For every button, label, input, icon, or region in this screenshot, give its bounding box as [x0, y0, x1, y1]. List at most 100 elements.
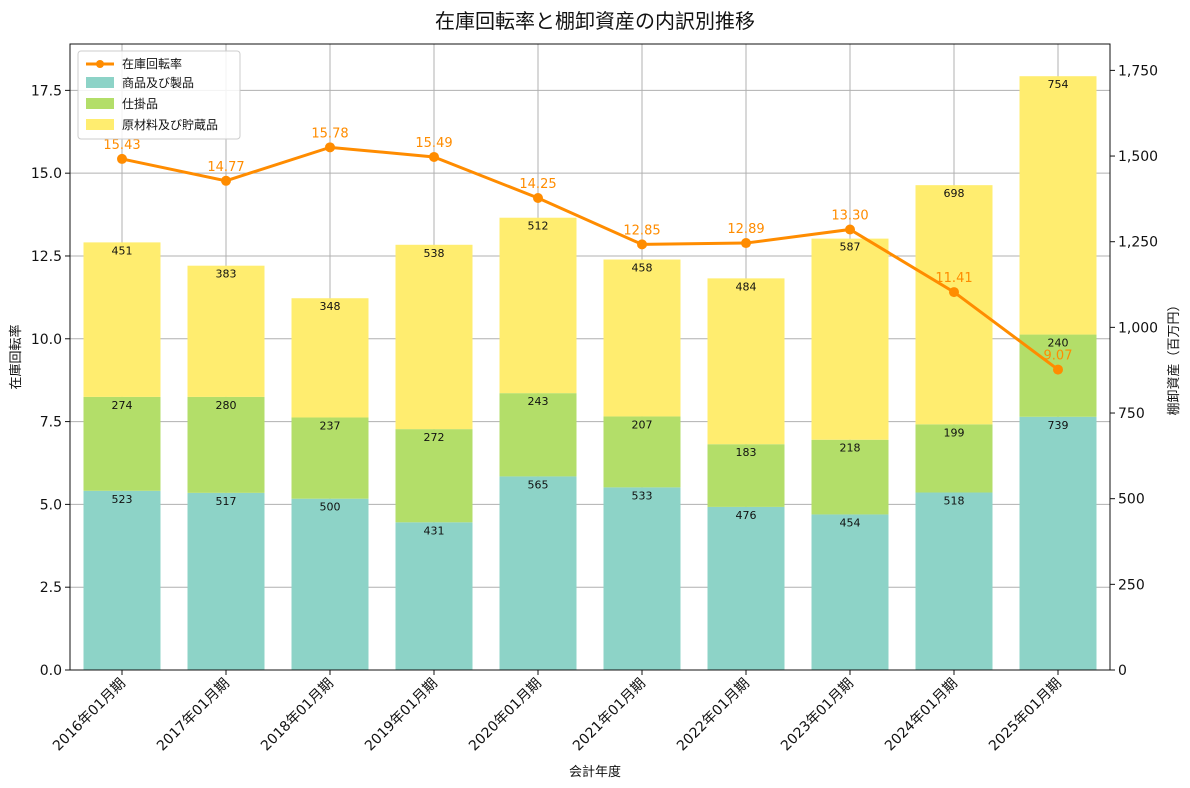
x-tick-label: 2018年01月期: [258, 676, 337, 755]
x-tick-label: 2016年01月期: [50, 676, 129, 755]
bar-value-label: 243: [528, 395, 549, 408]
left-tick-label: 7.5: [40, 415, 62, 431]
bar-value-label: 183: [736, 446, 757, 459]
bar-3: [499, 217, 577, 394]
bars: [83, 76, 1097, 670]
bar-value-label: 280: [216, 399, 237, 412]
legend-swatch: [86, 77, 114, 88]
turnover-value-label: 9.07: [1044, 349, 1073, 364]
legend-label: 商品及び製品: [122, 75, 194, 90]
right-tick-label: 1,000: [1118, 320, 1158, 336]
bar-value-label: 517: [216, 495, 237, 508]
bar-value-label: 218: [840, 442, 861, 455]
turnover-point: [1053, 364, 1063, 375]
right-tick-label: 1,250: [1118, 235, 1158, 251]
turnover-value-label: 14.25: [519, 177, 556, 192]
bar-2: [291, 417, 369, 499]
bar-value-label: 207: [632, 418, 653, 431]
bar-1: [1019, 416, 1097, 670]
turnover-point: [325, 142, 335, 153]
bar-2: [707, 444, 785, 507]
bar-value-label: 476: [736, 509, 757, 522]
bar-value-label: 431: [424, 524, 445, 537]
turnover-point: [533, 193, 543, 204]
right-tick-label: 1,750: [1118, 63, 1158, 79]
turnover-point: [845, 224, 855, 235]
bar-2: [603, 416, 681, 488]
bar-value-label: 274: [112, 399, 133, 412]
left-tick-label: 17.5: [31, 83, 62, 99]
legend-line-marker: [96, 60, 104, 68]
y-axis-right-label: 棚卸資産（百万円）: [1166, 298, 1182, 415]
right-tick-label: 1,500: [1118, 149, 1158, 165]
turnover-value-label: 12.89: [727, 222, 764, 237]
bar-value-label: 533: [632, 489, 653, 502]
left-tick-label: 12.5: [31, 249, 62, 265]
right-tick-label: 0: [1118, 663, 1127, 679]
turnover-value-label: 15.49: [415, 136, 452, 151]
turnover-line: [121, 145, 1059, 371]
right-tick-label: 250: [1118, 577, 1145, 593]
turnover-value-label: 13.30: [831, 208, 868, 223]
turnover-value-label: 15.43: [103, 138, 140, 153]
bar-value-label: 237: [320, 419, 341, 432]
bar-1: [291, 498, 369, 670]
bar-value-label: 454: [840, 516, 861, 529]
turnover-line-layer: 15.43 14.77 15.78 15.49 14.25 12.85 12.89 13.30…: [103, 126, 1073, 375]
bar-2: [499, 393, 577, 477]
left-tick-label: 10.0: [31, 332, 62, 348]
bar-value-label: 383: [216, 268, 237, 281]
left-tick-label: 2.5: [40, 580, 62, 596]
turnover-value-label: 15.78: [311, 126, 348, 141]
bar-value-label: 523: [112, 493, 133, 506]
bar-value-label: 348: [320, 300, 341, 313]
right-tick-label: 500: [1118, 492, 1145, 508]
left-axis: 0.0 2.5 5.0 7.5 10.0 12.5 15.0 17.5: [31, 83, 70, 679]
plot-frame: [69, 43, 1111, 671]
bar-1: [707, 506, 785, 670]
bar-1: [915, 492, 993, 670]
bar-2: [915, 424, 993, 493]
bar-3: [811, 238, 889, 440]
turnover-point: [637, 239, 647, 250]
left-tick-label: 15.0: [31, 166, 62, 182]
bar-value-label: 587: [840, 241, 861, 254]
turnover-point: [117, 153, 127, 164]
bar-3: [707, 278, 785, 445]
bar-3: [1019, 76, 1097, 335]
bar-value-label: 272: [424, 431, 445, 444]
bar-1: [499, 476, 577, 670]
bar-1: [603, 487, 681, 670]
bar-2: [811, 439, 889, 515]
bar-2: [83, 396, 161, 491]
bar-value-label: 199: [944, 426, 965, 439]
legend-swatch: [86, 98, 114, 109]
bar-3: [83, 242, 161, 397]
bar-3: [395, 244, 473, 430]
turnover-value-label: 11.41: [935, 271, 972, 286]
bar-2: [187, 396, 265, 493]
legend-label: 仕掛品: [122, 96, 158, 111]
x-tick-label: 2023年01月期: [778, 676, 857, 755]
x-tick-label: 2025年01月期: [986, 676, 1065, 755]
bar-1: [187, 492, 265, 670]
bar-3: [291, 298, 369, 418]
bar-3: [187, 265, 265, 397]
bar-value-label: 754: [1048, 78, 1069, 91]
turnover-value-label: 12.85: [623, 223, 660, 238]
bar-1: [811, 514, 889, 670]
bar-value-label: 698: [944, 187, 965, 200]
bar-value-label: 538: [424, 247, 445, 260]
bar-value-label: 484: [736, 280, 757, 293]
legend-label: 原材料及び貯蔵品: [122, 118, 218, 132]
bar-value-label: 451: [112, 244, 133, 257]
x-tick-label: 2024年01月期: [882, 676, 961, 755]
chart-title: 在庫回転率と棚卸資産の内訳別推移: [435, 9, 755, 33]
bar-2: [395, 429, 473, 523]
bar-3: [603, 259, 681, 417]
bar-value-label: 458: [632, 262, 653, 275]
legend-box: [77, 50, 241, 140]
turnover-point: [429, 151, 439, 162]
